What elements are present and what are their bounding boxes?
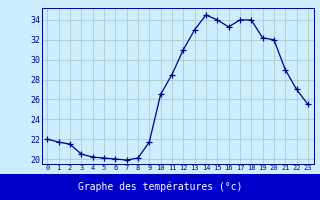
Text: Graphe des températures (°c): Graphe des températures (°c) xyxy=(78,182,242,192)
